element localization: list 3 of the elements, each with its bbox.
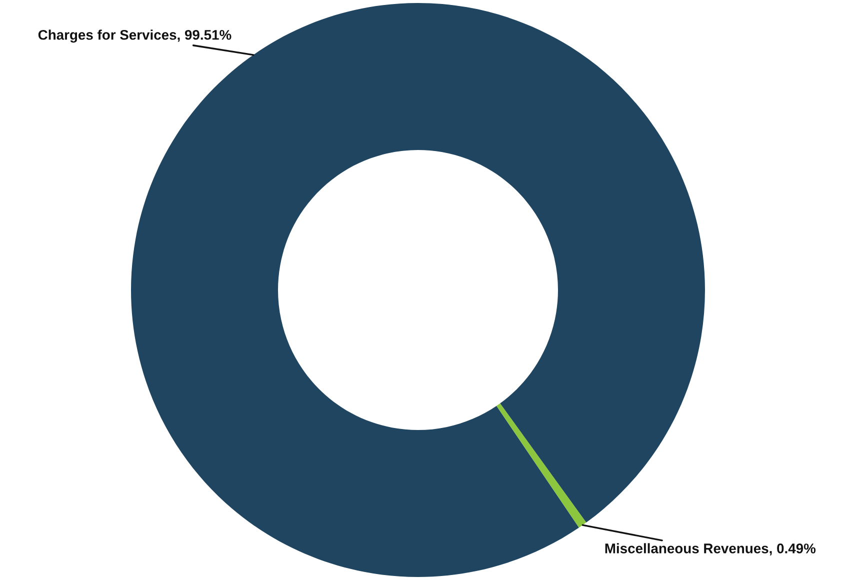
slice-label: Miscellaneous Revenues, 0.49% xyxy=(605,543,816,556)
donut-slice xyxy=(496,403,586,528)
slice-label: Charges for Services, 99.51% xyxy=(38,30,232,43)
